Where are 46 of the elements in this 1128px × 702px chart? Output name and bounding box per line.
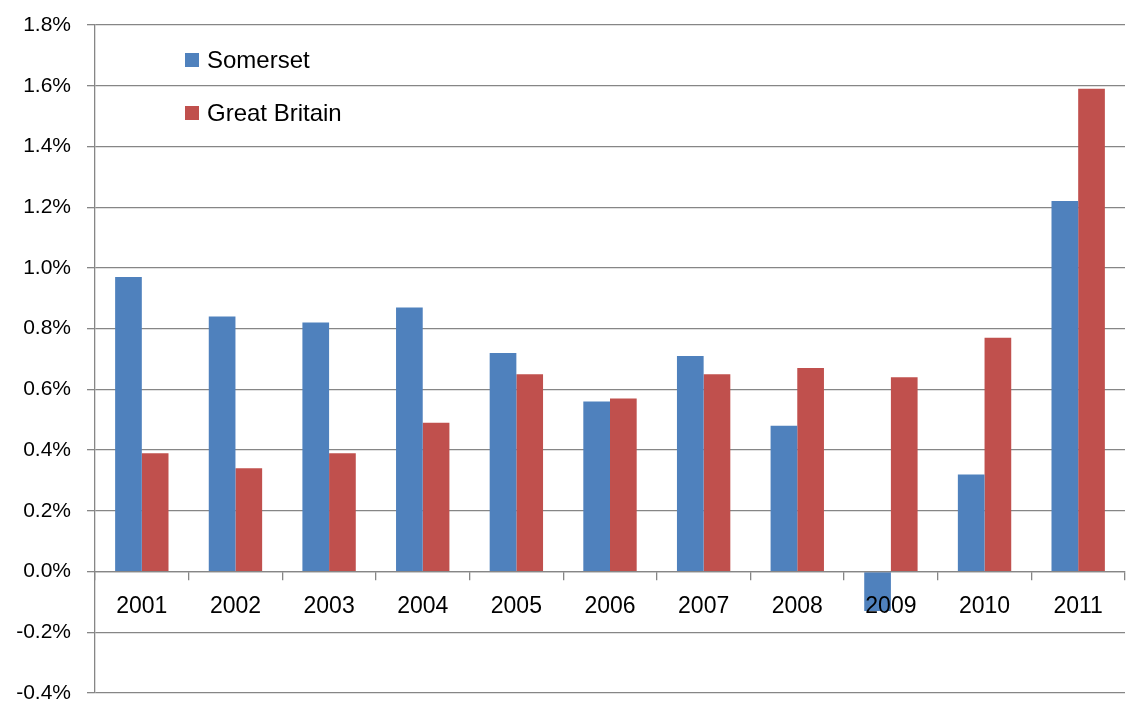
y-tick-label: 1.4% xyxy=(23,133,71,157)
y-tick-label: 0.4% xyxy=(23,436,71,460)
bar xyxy=(115,277,142,571)
legend-label: Great Britain xyxy=(207,98,342,126)
bar xyxy=(1078,88,1105,571)
bar xyxy=(516,374,544,571)
bar xyxy=(984,337,1012,571)
y-tick-label: 0.6% xyxy=(23,376,71,400)
y-tick-label: -0.4% xyxy=(16,679,71,702)
x-tick-label: 2009 xyxy=(865,591,917,618)
x-tick-label: 2007 xyxy=(678,591,730,618)
bar xyxy=(703,374,731,571)
x-tick-label: 2005 xyxy=(490,591,542,618)
bar xyxy=(489,352,517,571)
bar xyxy=(1051,201,1079,571)
x-tick-label: 2001 xyxy=(116,591,168,618)
bar xyxy=(422,422,450,571)
bar xyxy=(676,355,704,571)
y-tick-label: 1.2% xyxy=(23,193,71,217)
x-tick-label: 2010 xyxy=(958,591,1011,618)
bar xyxy=(583,401,610,571)
y-tick-label: -0.2% xyxy=(16,619,71,643)
bar xyxy=(302,322,330,571)
x-tick-label: 2011 xyxy=(1053,591,1103,618)
y-tick-label: 1.0% xyxy=(23,254,71,278)
legend-label: Somerset xyxy=(207,45,311,73)
bar xyxy=(141,453,169,571)
y-tick-label: 1.6% xyxy=(23,72,71,96)
bar xyxy=(770,425,798,571)
x-tick-label: 2006 xyxy=(584,591,636,618)
y-tick-label: 0.2% xyxy=(23,497,71,521)
bar xyxy=(329,453,356,571)
x-tick-label: 2003 xyxy=(303,591,355,618)
bar xyxy=(235,468,263,571)
y-tick-label: 0.8% xyxy=(23,315,71,339)
bar xyxy=(957,474,985,571)
y-tick-label: 1.8% xyxy=(23,11,71,35)
x-tick-label: 2002 xyxy=(209,591,262,618)
y-tick-label: 0.0% xyxy=(23,558,71,582)
bar xyxy=(797,368,824,571)
bar xyxy=(610,398,637,571)
x-tick-label: 2004 xyxy=(397,591,449,618)
bar xyxy=(890,377,918,571)
bar xyxy=(396,307,423,571)
x-tick-label: 2008 xyxy=(771,591,823,618)
bar xyxy=(208,316,236,571)
